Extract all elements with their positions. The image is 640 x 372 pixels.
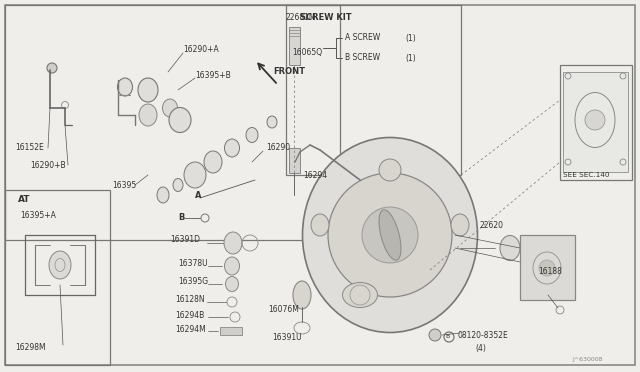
Text: 16378U: 16378U (178, 259, 207, 267)
Ellipse shape (173, 179, 183, 192)
Ellipse shape (163, 99, 177, 117)
Text: 08120-8352E: 08120-8352E (458, 330, 509, 340)
Ellipse shape (293, 281, 311, 309)
Ellipse shape (49, 251, 71, 279)
Ellipse shape (500, 235, 520, 260)
Text: 16298M: 16298M (15, 343, 45, 353)
Ellipse shape (204, 151, 222, 173)
Ellipse shape (311, 214, 329, 236)
Ellipse shape (118, 78, 132, 96)
Text: B: B (445, 334, 449, 340)
Circle shape (47, 63, 57, 73)
Text: 16065Q: 16065Q (292, 48, 322, 57)
Text: 16290+B: 16290+B (30, 160, 66, 170)
Text: SCREW KIT: SCREW KIT (300, 13, 351, 22)
Text: 16294B: 16294B (175, 311, 204, 320)
Ellipse shape (169, 108, 191, 132)
Text: 16395: 16395 (112, 180, 136, 189)
Ellipse shape (303, 138, 477, 333)
Text: 16128N: 16128N (175, 295, 205, 305)
Bar (5, 190, 110, 365)
Bar (520, 235, 575, 300)
Text: 16188: 16188 (538, 267, 562, 276)
Text: 22681M: 22681M (286, 13, 317, 22)
Circle shape (429, 329, 441, 341)
Text: 16395+A: 16395+A (20, 211, 56, 219)
Circle shape (362, 207, 418, 263)
Ellipse shape (451, 214, 469, 236)
Text: 16290+A: 16290+A (183, 45, 219, 55)
Text: A SCREW: A SCREW (345, 33, 380, 42)
Text: J^630008: J^630008 (572, 357, 602, 362)
Ellipse shape (138, 78, 158, 102)
Circle shape (539, 260, 555, 276)
Text: FRONT: FRONT (273, 67, 305, 77)
Ellipse shape (342, 282, 378, 308)
Bar (286, 5, 461, 175)
Text: B SCREW: B SCREW (345, 54, 380, 62)
Circle shape (328, 173, 452, 297)
Text: 16395G: 16395G (178, 278, 208, 286)
Ellipse shape (224, 232, 242, 254)
Text: 16391U: 16391U (272, 334, 301, 343)
Ellipse shape (225, 276, 239, 292)
Text: A: A (195, 190, 202, 199)
Ellipse shape (225, 257, 239, 275)
Ellipse shape (531, 237, 549, 259)
Text: 16294M: 16294M (175, 326, 205, 334)
Text: AT: AT (18, 196, 31, 205)
Circle shape (585, 110, 605, 130)
Bar (5, 5, 340, 240)
Ellipse shape (267, 116, 277, 128)
Ellipse shape (379, 159, 401, 181)
Text: 16294: 16294 (303, 170, 327, 180)
Text: (1): (1) (405, 54, 416, 62)
Ellipse shape (246, 128, 258, 142)
Bar (289, 148, 300, 173)
Ellipse shape (157, 187, 169, 203)
Ellipse shape (379, 210, 401, 260)
Text: 16076M: 16076M (268, 305, 299, 314)
Text: (4): (4) (475, 343, 486, 353)
Bar (289, 27, 300, 65)
Ellipse shape (225, 139, 239, 157)
Text: 16290: 16290 (266, 144, 290, 153)
Text: SEE SEC.140: SEE SEC.140 (563, 172, 609, 178)
Text: 16395+B: 16395+B (195, 71, 231, 80)
Ellipse shape (184, 162, 206, 188)
Bar (220, 327, 242, 335)
Text: B: B (178, 214, 184, 222)
Text: 16152E: 16152E (15, 144, 44, 153)
Text: 16391D: 16391D (170, 235, 200, 244)
Bar (563, 72, 628, 172)
Text: 22620: 22620 (480, 221, 504, 230)
Bar (560, 65, 632, 180)
Ellipse shape (139, 104, 157, 126)
Text: (1): (1) (405, 33, 416, 42)
